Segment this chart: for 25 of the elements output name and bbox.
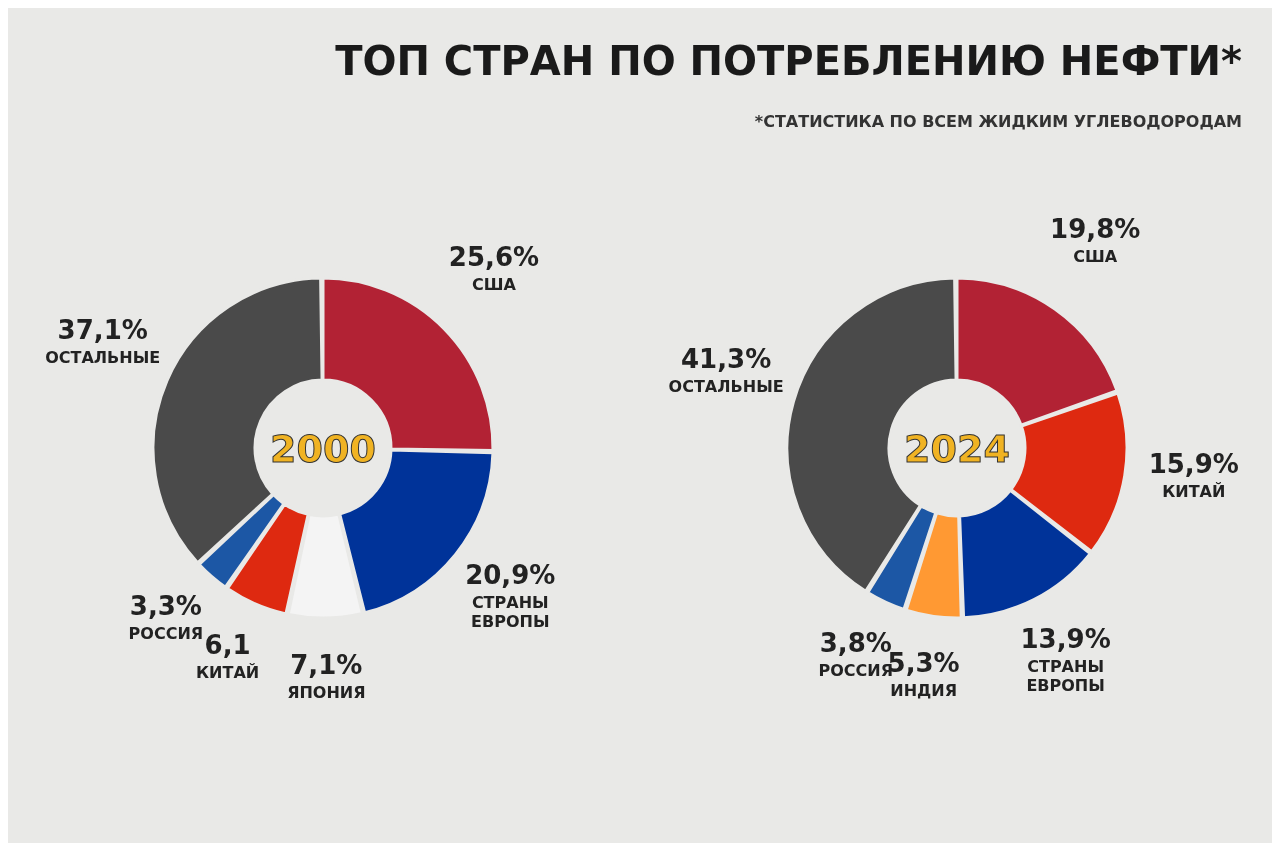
data-label: 7,1% [290,649,363,680]
slice-label: ОСТАЛЬНЫЕ [668,377,784,397]
slice-label: КИТАЙ [1162,482,1226,502]
slice-label: ЯПОНИЯ [287,682,366,702]
data-label: 13,9% [1020,624,1111,655]
data-label: 41,3% [681,344,772,375]
slice-label: СТРАНЫ ЕВРОПЫ [1026,657,1105,696]
slice-label: ОСТАЛЬНЫЕ [45,347,161,367]
text: *СТАТИСТИКА ПО ВСЕМ ЖИДКИМ УГЛЕВОДОРОДАМ [754,112,1242,131]
slice-label: РОССИЯ [128,624,204,644]
data-label: 6,1 [204,630,251,661]
data-label: 20,9% [465,560,556,591]
slice-label: СТРАНЫ ЕВРОПЫ [471,593,550,632]
data-label: 15,9% [1148,449,1239,480]
text: ТОП СТРАН ПО ПОТРЕБЛЕНИЮ НЕФТИ* [335,38,1242,84]
slice-label: США [1073,246,1118,266]
slice-label: ИНДИЯ [890,680,958,700]
text: 2024 [904,427,1010,471]
data-label: 19,8% [1050,213,1141,244]
data-label: 3,3% [129,591,202,622]
data-label: 25,6% [448,241,540,272]
data-label: 37,1% [57,314,148,345]
slice-label: КИТАЙ [196,663,260,683]
text: 2000 [270,427,376,471]
slice-label: США [472,274,517,294]
